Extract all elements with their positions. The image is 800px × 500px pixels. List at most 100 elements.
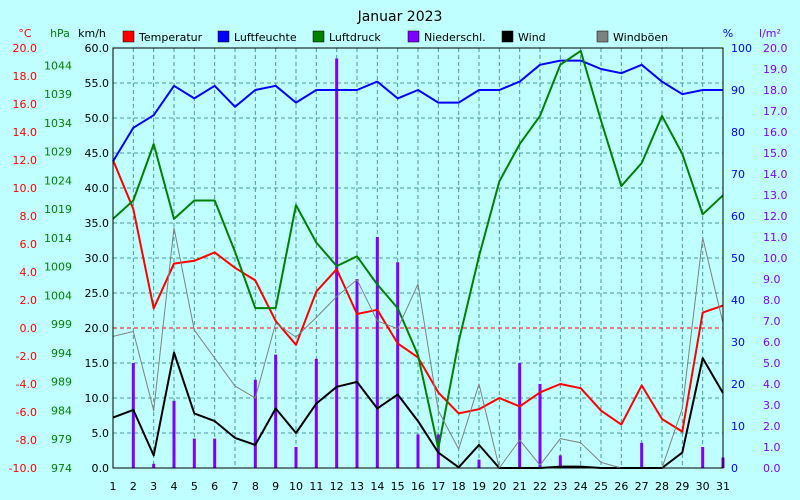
- legend-label: Wind: [518, 31, 546, 44]
- wind-tick-label: 5.0: [92, 427, 110, 440]
- precip-bar: [172, 400, 176, 468]
- plot-frame: [112, 47, 724, 469]
- humidity-tick-label: 10: [731, 420, 745, 433]
- temp-tick-label: 4.0: [20, 266, 38, 279]
- x-tick-label: 24: [574, 480, 588, 493]
- x-tick-label: 19: [472, 480, 486, 493]
- x-tick-label: 6: [211, 480, 218, 493]
- x-tick-label: 12: [330, 480, 344, 493]
- precip-bar: [294, 447, 298, 468]
- x-tick-label: 30: [696, 480, 710, 493]
- wind-tick-label: 15.0: [85, 357, 110, 370]
- x-tick-label: 13: [350, 480, 364, 493]
- x-tick-label: 18: [452, 480, 466, 493]
- temp-tick-label: 0.0: [20, 322, 38, 335]
- legend-swatch: [501, 30, 514, 43]
- x-tick-label: 1: [110, 480, 117, 493]
- legend-label: Windböen: [613, 31, 668, 44]
- pressure-tick-label: 1009: [44, 261, 72, 274]
- precip-bar: [416, 434, 420, 468]
- wind-axis-unit: km/h: [78, 27, 106, 40]
- pressure-tick-label: 1024: [44, 174, 72, 187]
- legend-label: Temperatur: [138, 31, 203, 44]
- precip-tick-label: 7.0: [763, 315, 781, 328]
- x-tick-label: 3: [150, 480, 157, 493]
- precip-bar: [375, 237, 379, 468]
- temp-axis-unit: °C: [18, 27, 32, 40]
- humidity-tick-label: 40: [731, 294, 745, 307]
- pressure-axis-unit: hPa: [50, 27, 70, 40]
- x-tick-label: 8: [252, 480, 259, 493]
- temp-tick-label: 20.0: [13, 42, 38, 55]
- wind-tick-label: 55.0: [85, 77, 110, 90]
- temp-tick-label: 12.0: [13, 154, 38, 167]
- precip-tick-label: 4.0: [763, 378, 781, 391]
- wind-tick-label: 60.0: [85, 42, 110, 55]
- x-tick-label: 20: [492, 480, 506, 493]
- precip-bar: [152, 463, 156, 468]
- humidity-axis-unit: %: [723, 27, 733, 40]
- precip-tick-label: 9.0: [763, 273, 781, 286]
- pressure-tick-label: 1029: [44, 146, 72, 159]
- x-tick-label: 11: [309, 480, 323, 493]
- pressure-tick-label: 1039: [44, 88, 72, 101]
- precip-bar: [213, 438, 217, 468]
- temp-tick-label: -10.0: [9, 462, 37, 475]
- precip-bar: [477, 459, 481, 468]
- legend-label: Niederschl.: [424, 31, 486, 44]
- pressure-tick-label: 999: [51, 318, 72, 331]
- precip-bar: [558, 455, 562, 468]
- tick-labels: 1 2 3 4 5 6 7 8 9 10 11 12 13 14 15 16 17 18 19 20 21 22 23 24 2…: [9, 42, 788, 493]
- wind-tick-label: 40.0: [85, 182, 110, 195]
- legend-label: Luftdruck: [329, 31, 381, 44]
- pressure-tick-label: 1004: [44, 289, 72, 302]
- pressure-tick-label: 994: [51, 347, 72, 360]
- wind-tick-label: 25.0: [85, 287, 110, 300]
- precip-bar: [253, 379, 257, 468]
- plot-border: [112, 47, 724, 469]
- x-tick-label: 16: [411, 480, 425, 493]
- precip-tick-label: 5.0: [763, 357, 781, 370]
- legend-swatch: [122, 30, 135, 43]
- precip-tick-label: 1.0: [763, 441, 781, 454]
- wind-tick-label: 0.0: [92, 462, 110, 475]
- legend-swatch: [312, 30, 325, 43]
- precip-bar: [274, 354, 278, 468]
- precip-bar: [131, 363, 135, 468]
- humidity-tick-label: 50: [731, 252, 745, 265]
- precip-tick-label: 6.0: [763, 336, 781, 349]
- x-tick-label: 10: [289, 480, 303, 493]
- series-line-luftdruck: [112, 49, 724, 450]
- x-tick-label: 21: [513, 480, 527, 493]
- legend-label: Luftfeuchte: [234, 31, 297, 44]
- temp-tick-label: 6.0: [20, 238, 38, 251]
- temp-tick-label: 2.0: [20, 294, 38, 307]
- pressure-tick-label: 974: [51, 462, 72, 475]
- precip-bar: [335, 58, 339, 468]
- x-tick-label: 4: [171, 480, 178, 493]
- temp-tick-label: 10.0: [13, 182, 38, 195]
- pressure-tick-label: 1044: [44, 59, 72, 72]
- humidity-tick-label: 30: [731, 336, 745, 349]
- precip-tick-label: 18.0: [763, 84, 788, 97]
- series-line-luftfeuchte: [112, 59, 723, 162]
- x-tick-label: 22: [533, 480, 547, 493]
- precip-axis-unit: l/m²: [759, 27, 781, 40]
- precip-tick-label: 14.0: [763, 168, 788, 181]
- humidity-tick-label: 100: [731, 42, 752, 55]
- humidity-tick-label: 90: [731, 84, 745, 97]
- wind-tick-label: 10.0: [85, 392, 110, 405]
- x-tick-label: 5: [191, 480, 198, 493]
- wind-tick-label: 45.0: [85, 147, 110, 160]
- wind-tick-label: 30.0: [85, 252, 110, 265]
- x-tick-label: 23: [553, 480, 567, 493]
- temp-tick-label: 14.0: [13, 126, 38, 139]
- precip-tick-label: 15.0: [763, 147, 788, 160]
- pressure-tick-label: 989: [51, 376, 72, 389]
- x-tick-label: 2: [130, 480, 137, 493]
- precip-bars: [131, 58, 725, 468]
- precip-bar: [396, 262, 400, 468]
- humidity-tick-label: 70: [731, 168, 745, 181]
- temp-tick-label: -4.0: [16, 378, 37, 391]
- x-tick-label: 25: [594, 480, 608, 493]
